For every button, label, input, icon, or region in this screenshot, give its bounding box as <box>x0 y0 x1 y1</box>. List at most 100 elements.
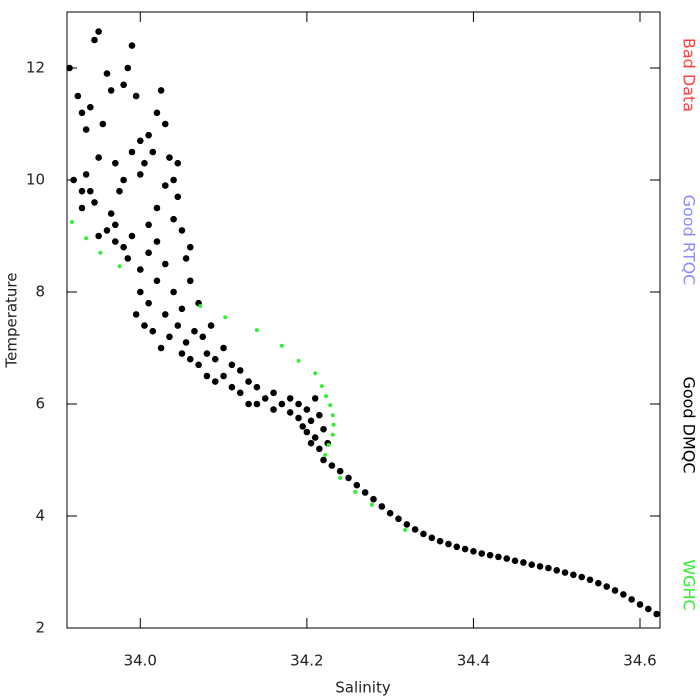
data-point <box>153 204 161 212</box>
data-point <box>161 311 169 318</box>
data-point <box>174 322 182 329</box>
data-point <box>78 204 86 212</box>
data-point <box>78 109 86 117</box>
data-point <box>486 551 494 559</box>
data-point <box>132 92 140 100</box>
data-point <box>296 358 301 363</box>
data-point <box>99 120 107 128</box>
y-tick-label: 8 <box>35 283 45 301</box>
data-point <box>319 384 324 389</box>
data-point <box>107 210 115 217</box>
data-point <box>174 193 182 201</box>
data-point <box>95 232 102 240</box>
data-point <box>254 328 259 333</box>
data-point <box>603 583 610 590</box>
data-point <box>128 232 136 240</box>
data-point <box>87 187 94 195</box>
legend-entry: WGHC <box>680 559 699 610</box>
data-point <box>286 409 294 416</box>
data-point <box>307 439 315 447</box>
data-point <box>145 221 152 229</box>
data-point <box>186 355 194 363</box>
data-point <box>520 559 527 566</box>
data-point <box>611 587 619 594</box>
data-point <box>178 350 186 357</box>
data-point <box>330 413 335 418</box>
data-point <box>223 315 228 320</box>
data-point <box>330 432 335 437</box>
data-point <box>436 537 444 545</box>
data-point <box>103 227 111 234</box>
data-point <box>278 400 286 408</box>
data-point <box>132 311 140 318</box>
data-point <box>128 148 136 156</box>
data-point <box>328 462 336 469</box>
y-tick-label: 12 <box>26 59 45 77</box>
data-point <box>186 277 194 285</box>
data-point <box>157 87 165 94</box>
data-point <box>628 596 635 603</box>
data-point <box>370 495 377 503</box>
data-point <box>245 400 252 408</box>
data-point <box>74 92 82 100</box>
data-point <box>553 567 561 574</box>
data-point <box>511 557 519 565</box>
data-point <box>620 591 627 598</box>
data-point <box>191 327 198 335</box>
data-point <box>141 322 148 329</box>
data-point <box>299 423 307 430</box>
data-point <box>253 383 261 391</box>
data-point <box>403 521 411 528</box>
data-point <box>453 543 461 551</box>
data-point <box>153 109 161 117</box>
x-tick-label: 34.6 <box>623 652 656 670</box>
data-point <box>124 64 132 72</box>
data-point <box>95 28 102 35</box>
data-point <box>84 236 89 241</box>
data-point <box>178 227 186 234</box>
data-point <box>198 304 203 308</box>
data-point <box>503 555 511 562</box>
data-point <box>386 509 394 517</box>
data-point <box>303 428 311 436</box>
data-point <box>116 187 123 195</box>
data-point <box>403 528 408 532</box>
data-point <box>320 456 327 464</box>
data-point <box>411 526 419 533</box>
data-point <box>157 344 165 352</box>
data-point <box>528 561 536 569</box>
data-point <box>136 288 144 296</box>
data-point <box>136 137 144 145</box>
data-point <box>95 154 102 161</box>
data-point <box>495 553 502 561</box>
legend-entry: Good RTQC <box>680 195 699 286</box>
data-point <box>570 571 577 579</box>
data-point <box>236 389 244 397</box>
data-point <box>211 378 219 385</box>
y-axis-label: Temperature <box>3 272 21 368</box>
data-point <box>145 299 152 307</box>
data-point <box>112 238 119 245</box>
data-point <box>653 610 660 618</box>
data-point <box>295 414 302 422</box>
data-point <box>186 243 194 251</box>
data-point <box>166 333 173 341</box>
data-point <box>316 445 323 453</box>
data-point <box>313 371 318 376</box>
data-point <box>161 260 169 268</box>
y-tick-label: 2 <box>35 619 45 637</box>
data-point <box>331 422 336 427</box>
data-point <box>328 403 333 408</box>
data-point <box>136 266 144 273</box>
data-point <box>98 250 103 255</box>
data-point <box>295 400 302 408</box>
data-point <box>195 361 202 369</box>
data-point <box>478 550 486 557</box>
data-point <box>361 489 369 496</box>
data-point <box>636 601 644 608</box>
data-point <box>595 579 602 587</box>
data-point <box>336 467 344 475</box>
data-point <box>145 249 152 257</box>
x-tick-label: 34.0 <box>124 652 157 670</box>
x-tick-label: 34.2 <box>290 652 323 670</box>
